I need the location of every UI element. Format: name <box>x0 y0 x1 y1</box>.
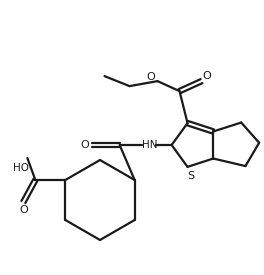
Text: O: O <box>146 72 155 82</box>
Text: HO: HO <box>13 163 29 173</box>
Text: HN: HN <box>142 140 157 150</box>
Text: O: O <box>80 140 89 150</box>
Text: O: O <box>202 71 211 81</box>
Text: S: S <box>187 171 194 181</box>
Text: O: O <box>19 205 28 215</box>
